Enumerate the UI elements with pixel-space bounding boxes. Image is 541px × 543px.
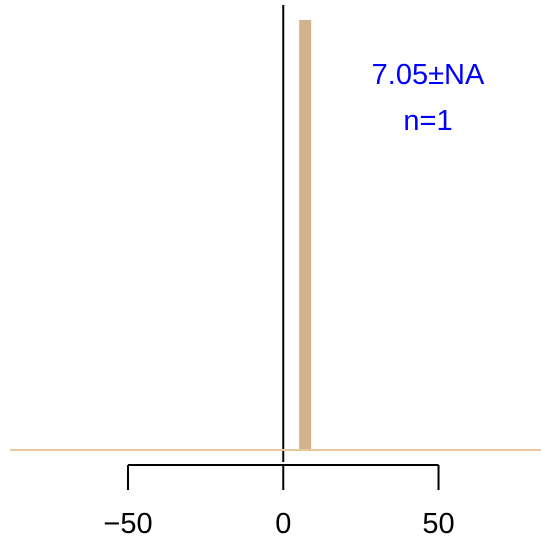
annotation-mean-sd: 7.05±NA (372, 59, 485, 91)
annotation-n: n=1 (403, 105, 452, 137)
chart-marks (299, 20, 312, 450)
x-tick-label-0: −50 (103, 508, 152, 538)
x-axis: −50 0 50 (103, 464, 455, 540)
x-tick-label-2: 50 (422, 508, 454, 538)
x-tick-label-1: 0 (275, 508, 291, 538)
bar-0 (299, 20, 312, 450)
